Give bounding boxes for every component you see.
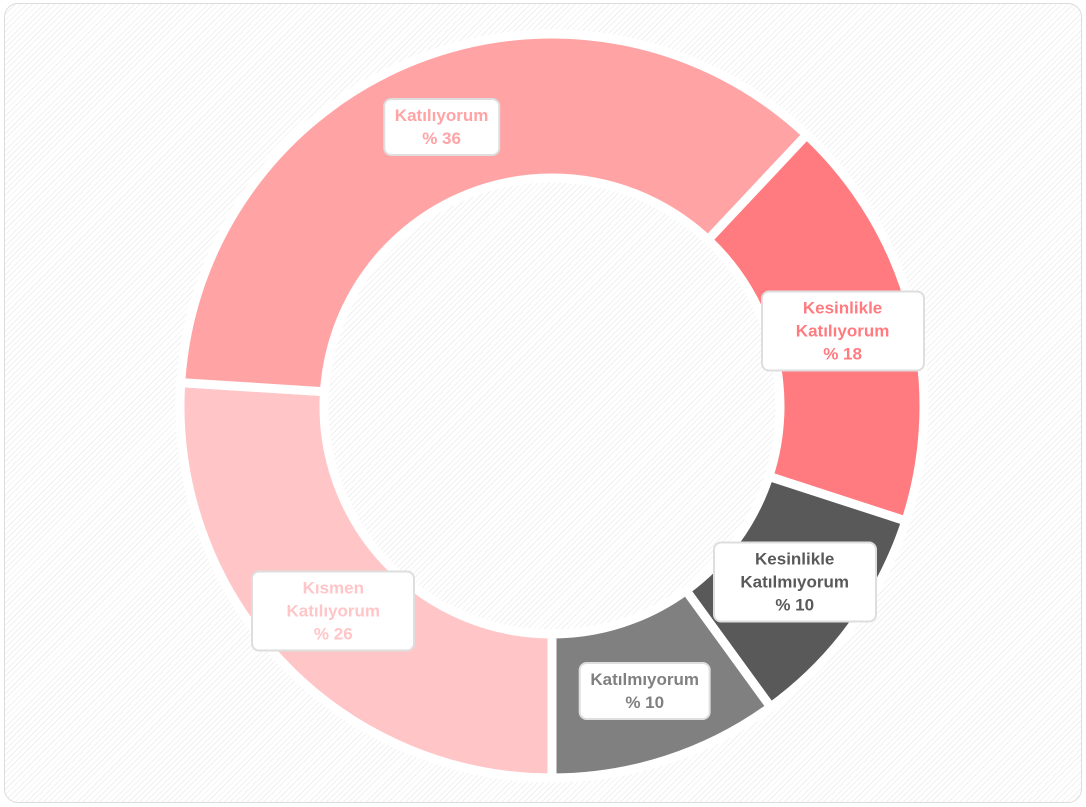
segment-label: Kısmen Katılıyorum % 26	[251, 570, 416, 652]
chart-panel: Kısmen Katılıyorum % 26 Katılıyorum % 36 Kes…	[4, 3, 1082, 803]
value-label: % 36	[422, 129, 461, 149]
segment-label: Katılıyorum % 36	[382, 98, 501, 157]
value-label: % 10	[775, 595, 815, 615]
category-label: Katılıyorum	[394, 106, 489, 126]
value-label: % 26	[313, 624, 353, 644]
category-label: Kesinlikle Katılmıyorum	[740, 549, 850, 592]
value-label: % 18	[823, 344, 862, 364]
segment-label: Katılmıyorum % 10	[578, 662, 712, 721]
chart	[175, 29, 929, 783]
category-label: Katılmıyorum	[590, 670, 700, 690]
category-label: Kesinlikle Katılıyorum	[795, 298, 890, 341]
segment-label: Kesinlikle Katılmıyorum % 10	[712, 541, 877, 623]
donut-segment	[175, 29, 814, 397]
category-label: Kısmen Katılıyorum	[286, 578, 381, 621]
segment-label: Kesinlikle Katılıyorum % 18	[760, 290, 925, 372]
value-label: % 10	[625, 693, 665, 713]
